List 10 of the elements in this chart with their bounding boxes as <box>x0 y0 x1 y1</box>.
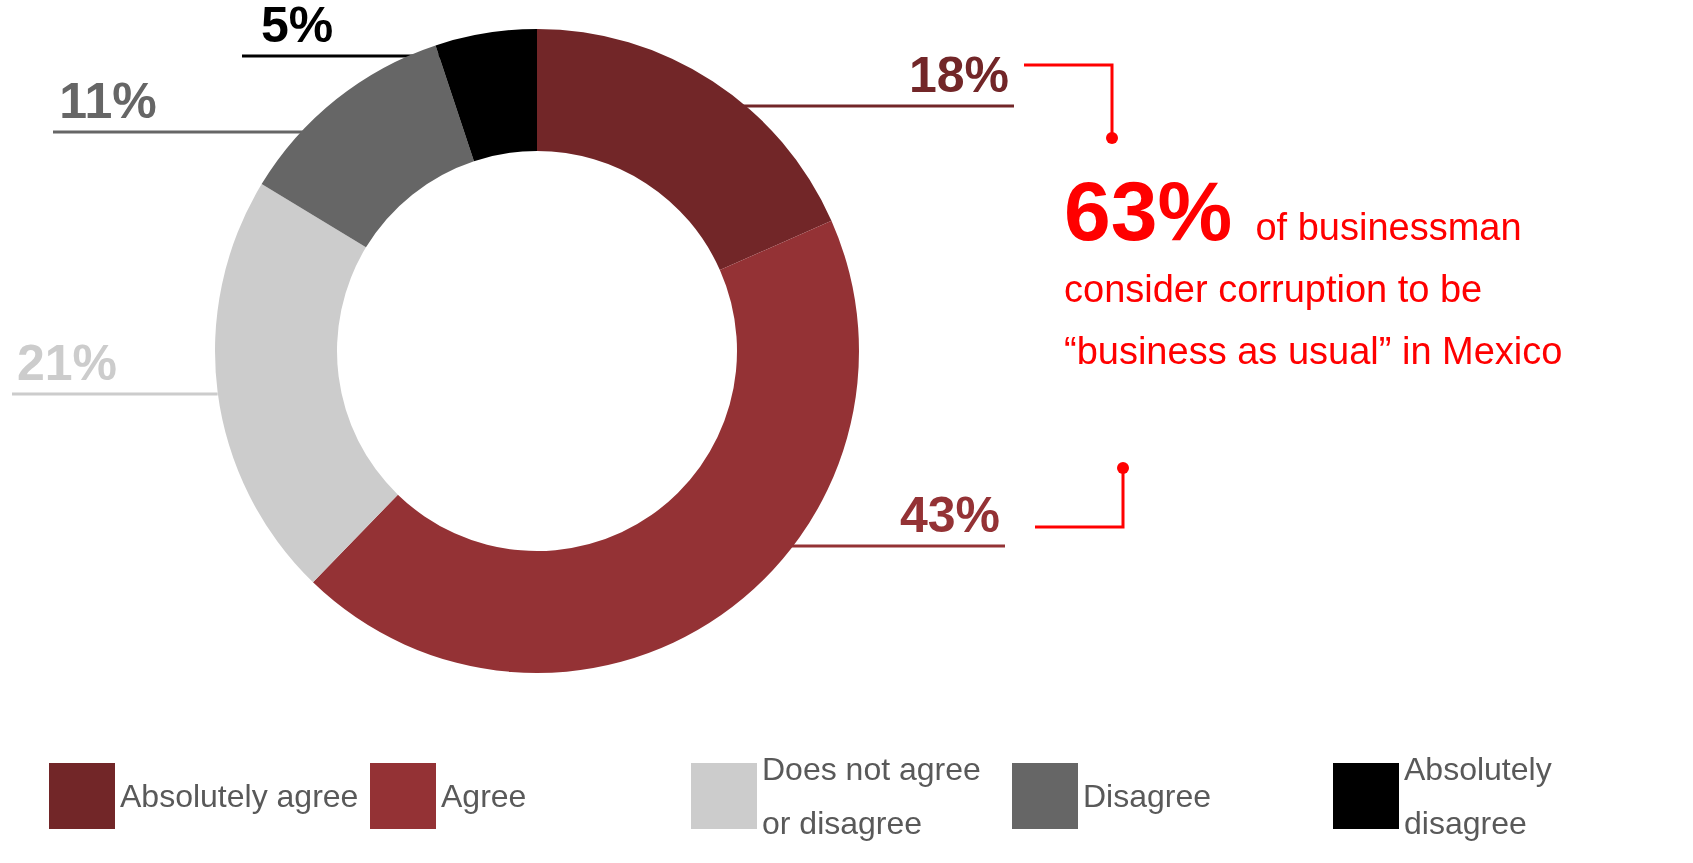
legend-label: Disagree <box>1083 778 1212 814</box>
text: 63% of businessman consider corruption to be “business as usual” in Mexico <box>1064 164 1564 374</box>
data-label: 5% <box>260 0 334 53</box>
data-label: 43% <box>899 487 1001 543</box>
legend-label: Absolutely disagree <box>1404 751 1561 841</box>
data-label: 18% <box>908 47 1010 103</box>
legend-label: Does not agree or disagree <box>762 751 990 841</box>
legend-label: Agree <box>441 778 527 814</box>
data-label: 11% <box>59 73 157 129</box>
legend-label: Absolutely agree <box>120 778 359 814</box>
